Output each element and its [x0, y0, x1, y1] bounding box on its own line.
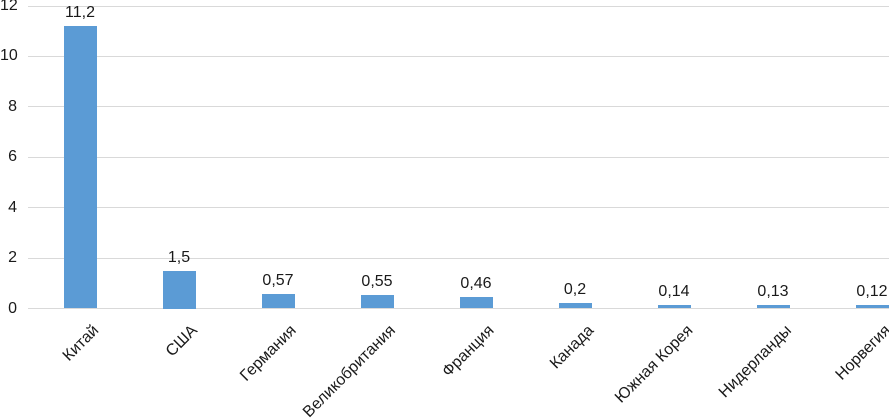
- y-axis-tick-label: 4: [8, 198, 17, 216]
- x-category-label: Южная Корея: [611, 321, 697, 406]
- bar: [657, 304, 691, 309]
- x-category-label: Норвегия: [832, 321, 889, 384]
- bar: [855, 305, 889, 309]
- y-axis-tick-label: 12: [0, 0, 18, 14]
- bar-value-label: 0,57: [262, 272, 294, 290]
- bar: [756, 305, 790, 309]
- bar: [162, 270, 196, 309]
- y-gridline: [28, 257, 889, 259]
- bar: [261, 294, 295, 309]
- y-axis-tick-label: 0: [8, 299, 17, 317]
- x-category-label: США: [162, 321, 202, 360]
- bar: [558, 303, 592, 309]
- y-axis-tick-label: 8: [8, 97, 17, 115]
- bar-value-label: 0,46: [460, 274, 492, 292]
- y-gridline: [28, 106, 889, 108]
- y-gridline: [28, 5, 889, 7]
- y-axis-tick-label: 10: [0, 47, 18, 65]
- y-gridline: [28, 55, 889, 57]
- y-gridline: [28, 308, 889, 309]
- bar: [63, 26, 97, 309]
- y-gridline: [28, 207, 889, 209]
- bar-value-label: 0,55: [361, 272, 393, 290]
- bar: [360, 294, 394, 309]
- y-axis-tick-label: 6: [8, 148, 17, 166]
- x-category-label: Германия: [237, 321, 301, 385]
- x-category-label: Франция: [439, 321, 499, 380]
- x-category-label: Китай: [59, 321, 103, 365]
- bar-value-label: 0,13: [757, 283, 789, 301]
- y-gridline: [28, 156, 889, 158]
- x-category-label: Канада: [546, 321, 598, 372]
- bar-value-label: 0,2: [563, 281, 587, 299]
- x-category-label: Великобритания: [300, 321, 400, 420]
- bar-value-label: 1,5: [167, 248, 191, 266]
- x-category-label: Нидерланды: [715, 321, 796, 401]
- y-axis-tick-label: 2: [8, 249, 17, 267]
- bar-value-label: 0,12: [856, 283, 888, 301]
- bar-value-label: 0,14: [658, 282, 690, 300]
- bar-value-label: 11,2: [65, 4, 95, 22]
- bar: [459, 296, 493, 309]
